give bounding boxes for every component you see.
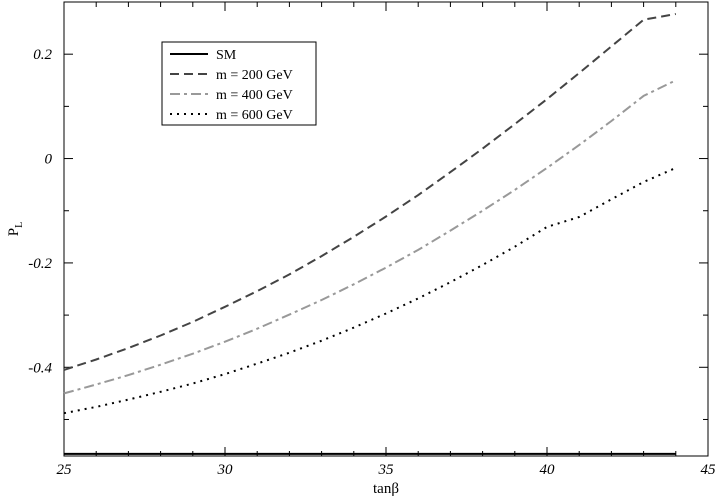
ticks-layer: 25 30 35 40 45 -0.4 -0.2 0 0.2 [28,1,717,478]
plot-frame [63,1,709,457]
legend-label-sm: SM [216,48,237,63]
x-tick-label: 45 [701,462,717,478]
x-tick-label: 35 [378,462,395,478]
x-axis-title: tanβ [373,481,399,497]
series-line-2 [63,79,677,395]
legend-box [161,41,317,126]
y-tick-label: 0.2 [33,47,52,63]
y-tick-label: -0.4 [28,360,52,376]
y-axis-title-sub: L [14,222,25,228]
series-layer [63,13,677,455]
legend-label-m400: m = 400 GeV [216,88,293,103]
legend-label-m600: m = 600 GeV [216,108,293,123]
y-tick-label: 0 [45,152,53,168]
legend-label-m200: m = 200 GeV [216,68,293,83]
series-line-3 [63,166,677,415]
x-tick-label: 30 [217,462,234,478]
svg-text:PL: PL [6,222,25,236]
y-axis-title-main: P [6,228,22,236]
y-axis-title: PL [6,222,25,236]
series-line-1 [63,13,676,371]
x-tick-label: 40 [540,462,556,478]
y-tick-label: -0.2 [28,256,52,272]
x-tick-label: 25 [57,462,73,478]
legend: SM m = 200 GeV m = 400 GeV m = 600 GeV [161,41,317,126]
